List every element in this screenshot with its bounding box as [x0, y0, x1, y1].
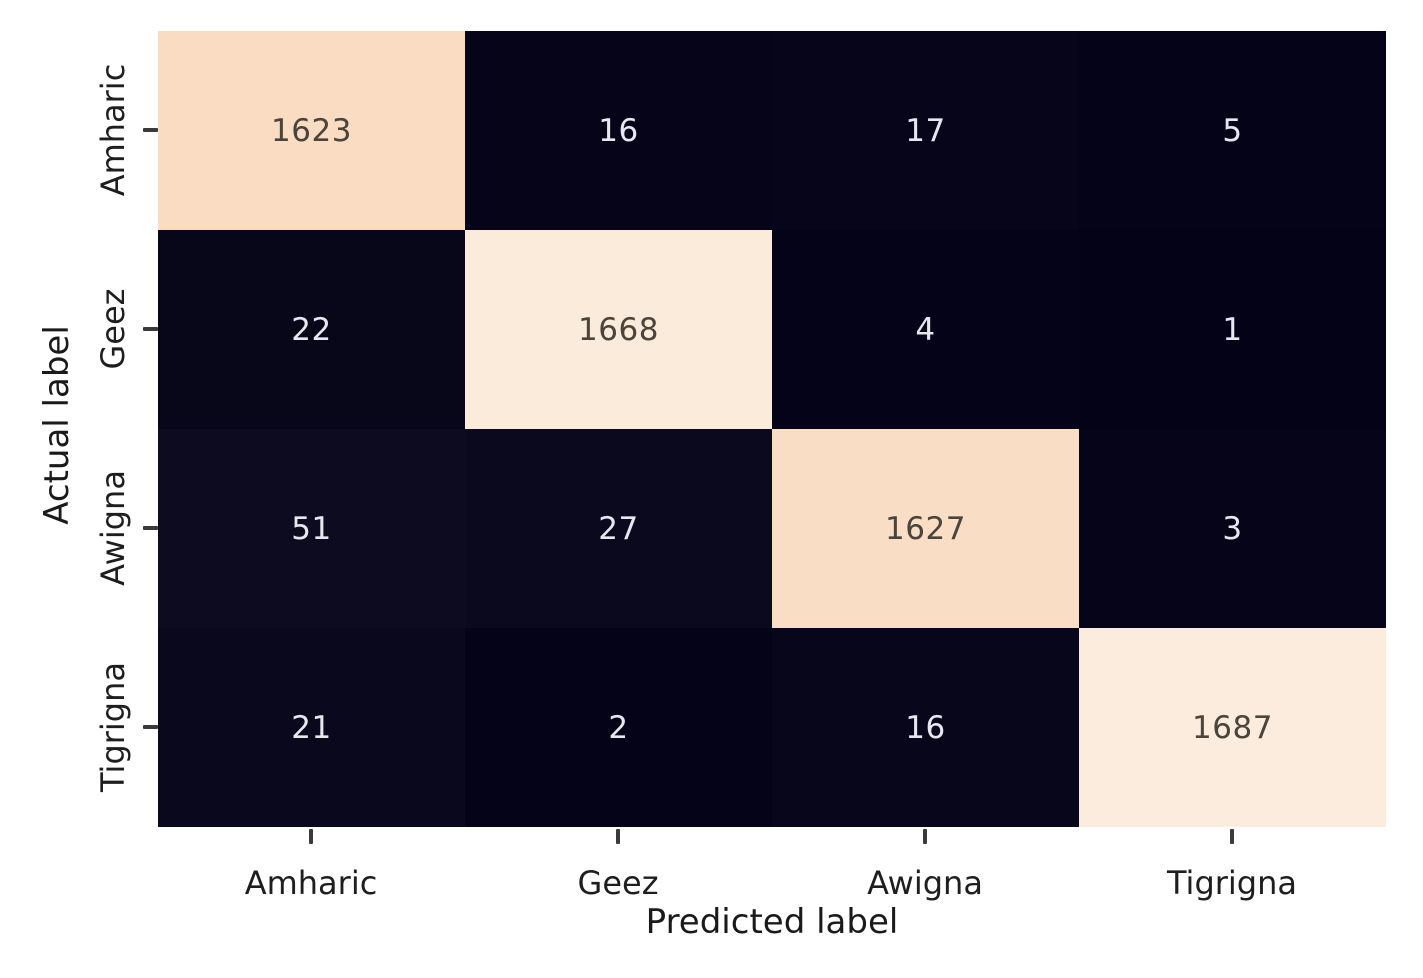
- matrix-cell-actual-awigna-pred-awigna: 1627: [772, 429, 1079, 628]
- x-axis-tick: [309, 829, 313, 844]
- y-axis-tick: [143, 725, 158, 729]
- y-tick-label-awigna: Awigna: [94, 470, 132, 586]
- y-axis-title: Actual label: [37, 325, 77, 525]
- matrix-cell-actual-amharic-pred-amharic: 1623: [158, 31, 465, 230]
- x-axis-tick: [1230, 829, 1234, 844]
- matrix-cell-actual-amharic-pred-tigrigna: 5: [1079, 31, 1386, 230]
- y-axis-tick: [143, 327, 158, 331]
- matrix-cell-actual-geez-pred-awigna: 4: [772, 230, 1079, 429]
- y-tick-label-amharic: Amharic: [94, 63, 132, 197]
- matrix-cell-actual-tigrigna-pred-geez: 2: [465, 628, 772, 827]
- x-axis-tick: [616, 829, 620, 844]
- matrix-cell-actual-tigrigna-pred-amharic: 21: [158, 628, 465, 827]
- x-axis-title: Predicted label: [645, 902, 899, 942]
- matrix-cell-actual-awigna-pred-tigrigna: 3: [1079, 429, 1386, 628]
- x-tick-label-tigrigna: Tigrigna: [1166, 864, 1298, 902]
- matrix-cell-actual-awigna-pred-geez: 27: [465, 429, 772, 628]
- y-axis-tick: [143, 526, 158, 530]
- matrix-cell-actual-awigna-pred-amharic: 51: [158, 429, 465, 628]
- matrix-cell-actual-amharic-pred-geez: 16: [465, 31, 772, 230]
- matrix-cell-actual-tigrigna-pred-tigrigna: 1687: [1079, 628, 1386, 827]
- matrix-cell-actual-geez-pred-amharic: 22: [158, 230, 465, 429]
- matrix-cell-actual-tigrigna-pred-awigna: 16: [772, 628, 1079, 827]
- x-tick-label-amharic: Amharic: [244, 864, 378, 902]
- matrix-cell-actual-geez-pred-geez: 1668: [465, 230, 772, 429]
- matrix-cell-actual-amharic-pred-awigna: 17: [772, 31, 1079, 230]
- heatmap-grid: 1623 16 17 5 22 1668 4 1 51 27 1627 3 21…: [158, 31, 1386, 827]
- x-tick-label-geez: Geez: [577, 864, 659, 902]
- x-axis-tick: [923, 829, 927, 844]
- matrix-cell-actual-geez-pred-tigrigna: 1: [1079, 230, 1386, 429]
- y-tick-label-tigrigna: Tigrigna: [94, 661, 132, 793]
- y-axis-tick: [143, 128, 158, 132]
- x-tick-label-awigna: Awigna: [867, 864, 983, 902]
- y-tick-label-geez: Geez: [94, 288, 132, 370]
